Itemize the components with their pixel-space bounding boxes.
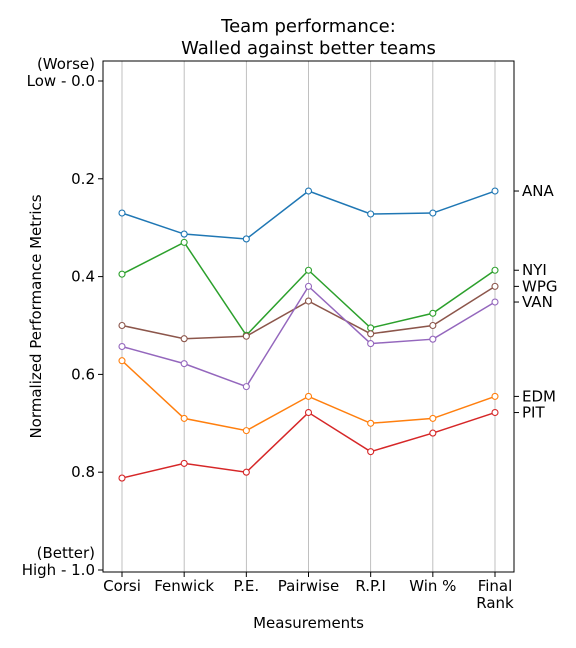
- team-label-nyi: NYI: [522, 261, 547, 279]
- data-point: [304, 266, 313, 274]
- data-point: [304, 297, 313, 305]
- team-label-van: VAN: [522, 293, 553, 311]
- data-point: [118, 321, 126, 330]
- data-point: [367, 340, 375, 348]
- y-tick-label: 0.2: [71, 170, 95, 188]
- y-tick-label: 0.6: [71, 365, 95, 383]
- x-tick-label: P.E.: [233, 577, 259, 595]
- data-point: [242, 332, 250, 340]
- data-point: [491, 392, 499, 400]
- series-lines: [118, 187, 499, 482]
- x-tick-label: Win %: [409, 577, 456, 595]
- data-point: [242, 235, 250, 243]
- vertical-gridlines: [121, 61, 496, 572]
- data-point: [180, 459, 188, 467]
- series-ana: [118, 187, 499, 243]
- data-point: [304, 392, 313, 400]
- data-point: [118, 270, 126, 278]
- chart-title-line: Walled against better teams: [181, 38, 436, 59]
- data-point: [304, 408, 313, 417]
- series-wpg: [118, 282, 499, 343]
- y-tick-label: High - 1.0: [22, 561, 95, 579]
- chart-title: Team performance:Walled against better t…: [181, 16, 436, 59]
- data-point: [242, 427, 250, 435]
- y-tick-label: 0.8: [71, 463, 95, 481]
- team-label-edm: EDM: [522, 387, 556, 405]
- series-pit: [118, 408, 499, 482]
- data-point: [367, 448, 375, 456]
- x-tick-label: Corsi: [103, 577, 141, 595]
- data-point: [491, 266, 499, 274]
- data-point: [491, 408, 499, 417]
- data-point: [180, 360, 188, 368]
- data-point: [180, 335, 188, 343]
- data-point: [491, 282, 499, 290]
- data-point: [367, 210, 375, 218]
- x-axis-ticks: Corsi Fenwick P.E. Pairwise R.P.I Win % FinalR…: [103, 572, 514, 612]
- data-point: [491, 187, 499, 195]
- data-point: [180, 230, 188, 238]
- x-tick-label: Final: [478, 577, 513, 595]
- data-point: [429, 414, 437, 422]
- data-point: [180, 238, 188, 246]
- team-label-ana: ANA: [522, 182, 554, 200]
- series-edm: [118, 357, 499, 435]
- y-axis-label: Normalized Performance Metrics: [27, 194, 45, 438]
- data-point: [429, 429, 437, 437]
- data-point: [118, 342, 126, 351]
- data-point: [242, 468, 250, 476]
- team-label-pit: PIT: [522, 404, 545, 422]
- x-tick-label: R.P.I: [355, 577, 386, 595]
- data-point: [491, 298, 499, 306]
- data-point: [242, 383, 250, 391]
- x-tick-label: Rank: [476, 594, 514, 612]
- data-point: [429, 335, 437, 343]
- data-point: [118, 209, 126, 217]
- data-point: [367, 419, 375, 427]
- series-van: [118, 282, 499, 391]
- x-axis-label: Measurements: [253, 614, 364, 632]
- y-axis-ticks: (Worse)Low - 0.0 0.2 0.4 0.6 0.8 (Better)High…: [22, 55, 103, 579]
- data-point: [367, 324, 375, 332]
- data-point: [367, 330, 375, 338]
- x-tick-label: Pairwise: [278, 577, 339, 595]
- y-tick-label: Low - 0.0: [27, 72, 95, 90]
- data-point: [429, 321, 437, 330]
- team-label-wpg: WPG: [522, 277, 558, 295]
- chart-title-line: Team performance:: [220, 16, 396, 37]
- y-tick-label: (Worse): [37, 55, 95, 73]
- y-tick-label: (Better): [37, 544, 95, 562]
- data-point: [118, 357, 126, 365]
- data-point: [429, 309, 437, 317]
- data-point: [180, 414, 188, 422]
- data-point: [118, 474, 126, 482]
- data-point: [304, 187, 313, 195]
- data-point: [304, 282, 313, 290]
- y-tick-label: 0.4: [71, 268, 95, 286]
- x-tick-label: Fenwick: [154, 577, 214, 595]
- data-point: [429, 209, 437, 217]
